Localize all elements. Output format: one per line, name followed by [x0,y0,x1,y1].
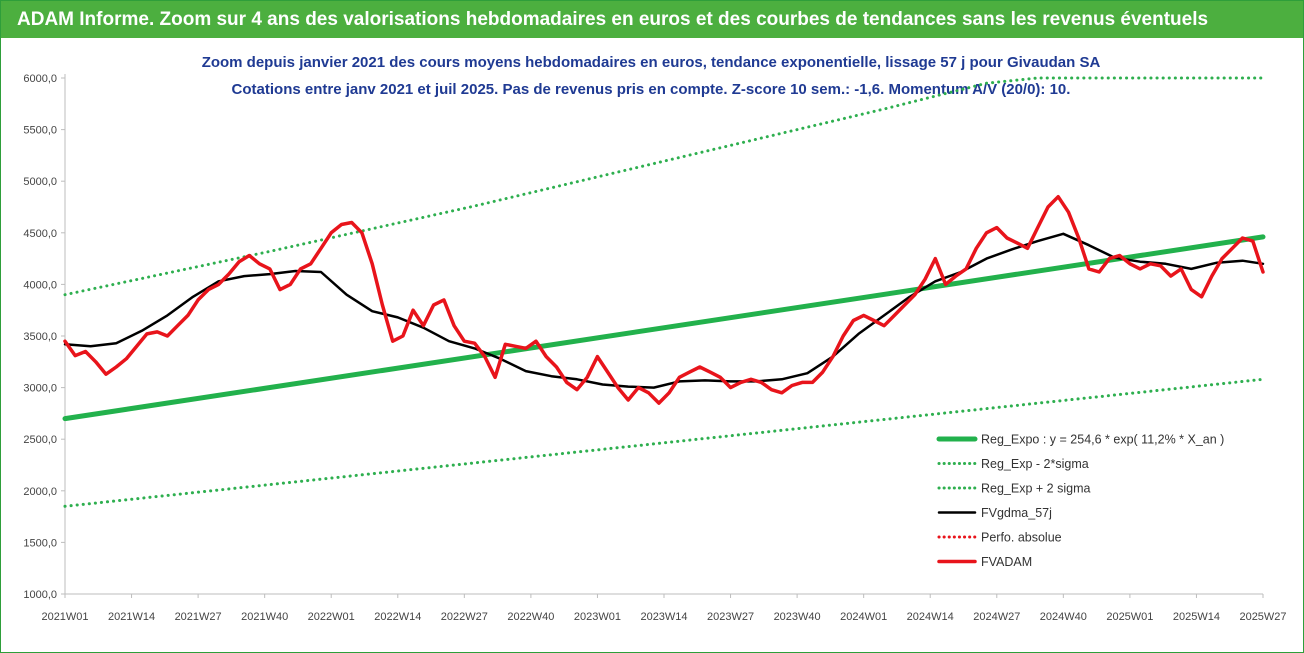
x-tick-label: 2021W27 [175,611,222,623]
x-tick-label: 2023W27 [707,611,754,623]
x-tick-label: 2022W01 [308,611,355,623]
x-tick-label: 2021W01 [41,611,88,623]
series-line-5 [63,194,1265,405]
y-tick-label: 5500,0 [23,125,57,137]
y-tick-label: 3500,0 [23,331,57,343]
x-tick-label: 2023W40 [774,611,821,623]
legend-label: Reg_Exp - 2*sigma [981,457,1089,471]
series-line-0 [62,234,1266,422]
legend-label: Reg_Expo : y = 254,6 * exp( 11,2% * X_an… [981,433,1224,447]
legend-label: Reg_Exp + 2 sigma [981,482,1090,496]
x-tick-label: 2022W27 [441,611,488,623]
legend-label: Perfo. absolue [981,531,1062,545]
x-tick-label: 2023W14 [640,611,687,623]
axes [64,74,1263,595]
y-tick-label: 3000,0 [23,383,57,395]
series-line-2 [63,76,1265,297]
x-tick-label: 2025W01 [1106,611,1153,623]
x-tick-label: 2021W40 [241,611,288,623]
series-line-1 [63,377,1265,508]
x-tick-label: 2021W14 [108,611,155,623]
x-tick-label: 2023W01 [574,611,621,623]
x-tick-label: 2022W40 [507,611,554,623]
legend: Reg_Expo : y = 254,6 * exp( 11,2% * X_an… [936,433,1224,569]
x-tick-label: 2024W01 [840,611,887,623]
x-tick-label: 2025W27 [1239,611,1286,623]
y-tick-label: 1000,0 [23,589,57,601]
x-axis-ticks: 2021W01 2021W14 2021W27 2021W40 2022W01 2022W… [41,594,1287,623]
y-tick-label: 6000,0 [23,73,57,85]
y-axis-ticks: 1000,0 1500,0 2000,0 2500,0 3000,0 3500,0 4000… [23,73,65,601]
x-tick-label: 2025W14 [1173,611,1220,623]
legend-label: FVgdma_57j [981,506,1052,520]
y-tick-label: 4000,0 [23,279,57,291]
y-tick-label: 2500,0 [23,434,57,446]
series-layer [62,76,1266,508]
x-tick-label: 2024W40 [1040,611,1087,623]
chart-title: Zoom depuis janvier 2021 des cours moyen… [202,54,1101,71]
y-tick-label: 1500,0 [23,537,57,549]
y-tick-label: 5000,0 [23,176,57,188]
x-tick-label: 2022W14 [374,611,421,623]
y-tick-label: 4500,0 [23,228,57,240]
y-tick-label: 2000,0 [23,486,57,498]
series-line-3 [63,232,1265,389]
x-tick-label: 2024W27 [973,611,1020,623]
legend-label: FVADAM [981,555,1032,569]
chart-subtitle: Cotations entre janv 2021 et juil 2025. … [232,81,1071,98]
x-tick-label: 2024W14 [907,611,954,623]
banner-title: ADAM Informe. Zoom sur 4 ans des valoris… [1,1,1303,38]
